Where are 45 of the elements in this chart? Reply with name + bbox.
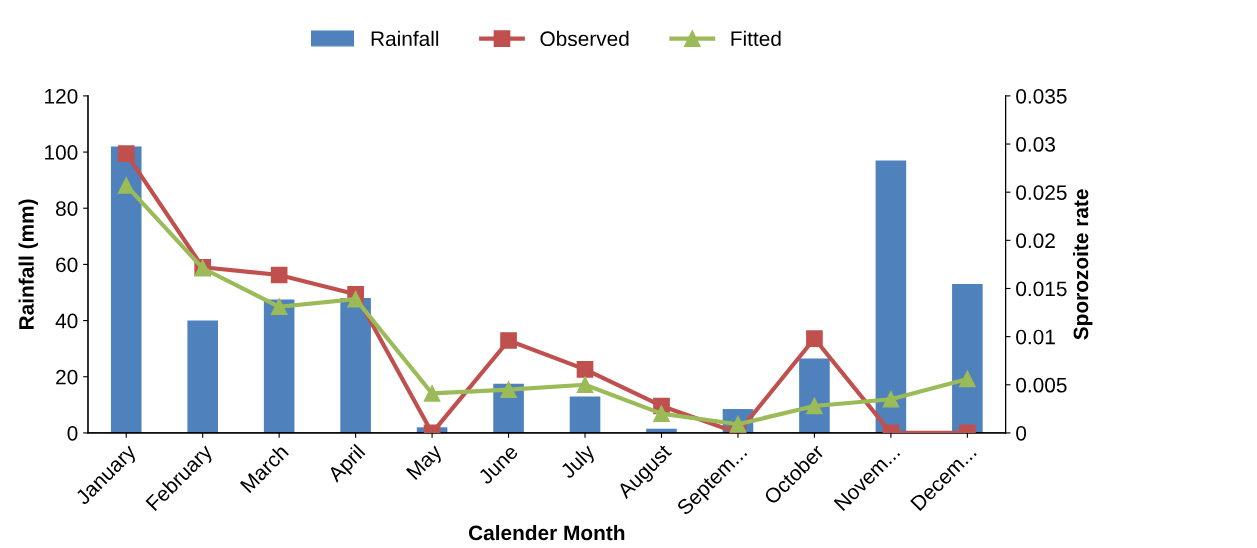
point [806,397,823,415]
point [500,381,517,398]
y-tick-label: 80 [56,201,78,216]
point [117,145,135,163]
y-tick-label: 20 [56,369,78,385]
point [117,177,135,194]
point [270,298,288,316]
legend-label: Fitted [731,30,781,47]
y2-tick-label: 0.035 [1016,88,1067,104]
y2-tick-label: 0.03 [1016,137,1055,152]
y2-tick-label: 0 [1016,425,1027,441]
bar [569,396,601,433]
x-axis-title: Calender Month [468,524,625,541]
bar [110,146,142,433]
point [347,290,364,308]
bar [263,299,295,433]
point [653,405,670,422]
y-tick-label: 60 [56,257,78,273]
point [423,385,441,402]
point [500,332,517,349]
y-tick-label: 100 [45,145,78,160]
y2-axis-title: Sporozoite rate [1073,189,1093,340]
point [576,376,594,394]
y-tick-label: 40 [55,313,78,329]
point [576,361,594,378]
y2-tick-label: 0.005 [1016,377,1067,393]
x-tick-label: July [559,442,599,483]
y-axis-title: Rainfall (mm) [18,199,38,329]
legend-label: Observed [540,30,629,47]
y2-tick-label: 0.025 [1016,185,1067,200]
point [882,390,900,408]
bar [340,298,371,433]
point [959,370,976,388]
point [806,330,823,347]
y2-tick-label: 0.02 [1016,233,1055,249]
bar [875,160,907,433]
x-tick-label: May [406,443,446,483]
legend-label: Rainfall [371,30,439,47]
y2-tick-label: 0.01 [1016,329,1055,345]
bar [187,320,218,433]
y2-tick-label: 0.015 [1016,281,1067,297]
y-tick-label: 120 [45,88,78,104]
point [270,266,288,284]
y-tick-label: 0 [67,425,78,441]
bar [952,284,983,433]
